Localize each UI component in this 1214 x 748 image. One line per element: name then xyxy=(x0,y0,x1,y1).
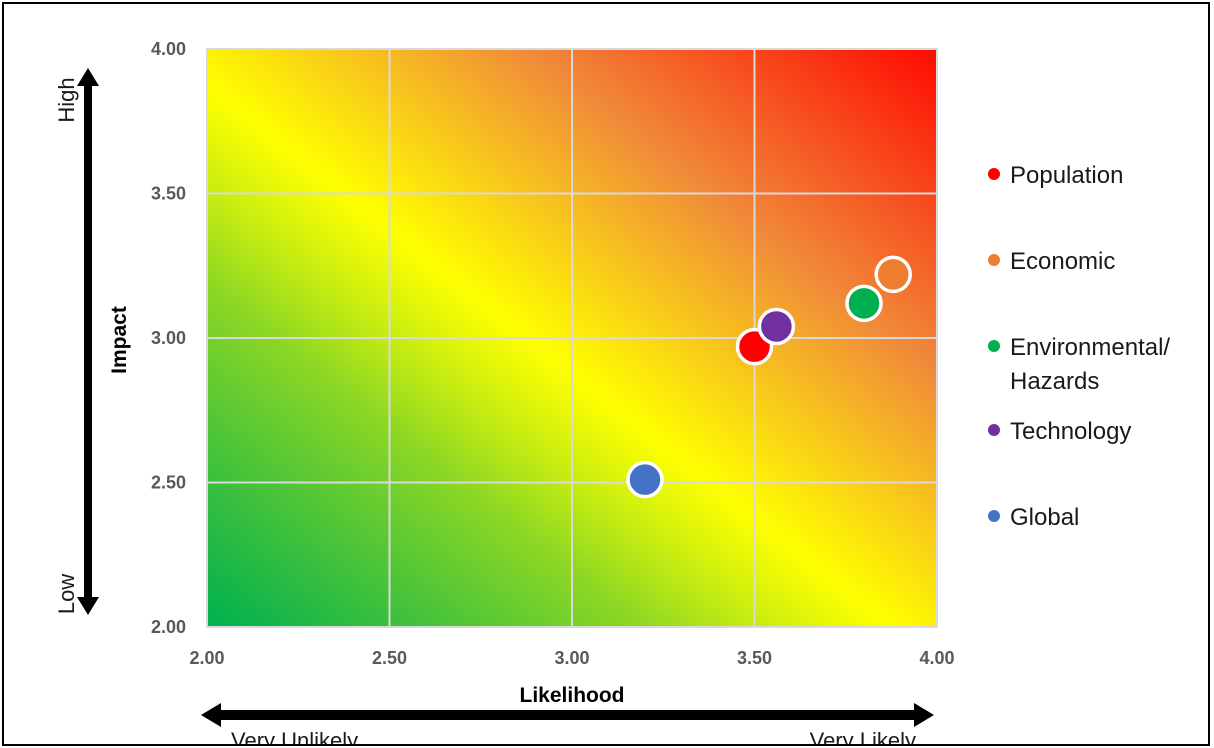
data-point-environmental-hazards xyxy=(845,284,883,323)
legend: Population Economic Environmental/Hazards T… xyxy=(988,162,1170,531)
x-tick-label: 3.00 xyxy=(554,648,589,668)
data-point-global xyxy=(626,460,664,499)
x-axis-high-label: Very Likely xyxy=(810,728,916,746)
x-axis-low-label: Very Unlikely xyxy=(231,728,358,746)
x-axis-title: Likelihood xyxy=(520,684,625,707)
y-tick-label: 4.00 xyxy=(151,39,186,59)
gridlines xyxy=(206,48,938,628)
plot-border xyxy=(206,48,938,628)
x-tick-label: 4.00 xyxy=(919,648,954,668)
x-tick-label: 2.50 xyxy=(372,648,407,668)
y-axis-title: Impact xyxy=(108,306,131,374)
legend-label-global: Global xyxy=(1010,504,1079,531)
legend-marker-global xyxy=(988,510,1000,522)
data-points xyxy=(626,255,912,499)
y-axis-arrow xyxy=(77,68,99,615)
y-axis-high-label: High xyxy=(54,77,79,122)
legend-marker-economic xyxy=(988,254,1000,266)
y-tick-label: 3.50 xyxy=(151,184,186,204)
legend-label-environmental-hazards: Hazards xyxy=(1010,368,1099,395)
x-tick-label: 2.00 xyxy=(189,648,224,668)
risk-matrix-chart: 2.00 2.50 3.00 3.50 4.00 2.00 2.50 3.00 3.50 4.0… xyxy=(54,39,1170,746)
x-tick-labels: 2.00 2.50 3.00 3.50 4.00 xyxy=(189,648,954,668)
legend-marker-technology xyxy=(988,424,1000,436)
legend-label-economic: Economic xyxy=(1010,248,1115,275)
y-tick-label: 3.00 xyxy=(151,328,186,348)
x-axis-arrow xyxy=(201,703,934,727)
legend-marker-population xyxy=(988,168,1000,180)
legend-marker-environmental-hazards xyxy=(988,340,1000,352)
legend-label-population: Population xyxy=(1010,162,1123,189)
data-point-technology xyxy=(757,307,796,346)
y-tick-labels: 2.00 2.50 3.00 3.50 4.00 xyxy=(151,39,186,637)
y-axis-low-label: Low xyxy=(54,574,79,614)
y-tick-label: 2.50 xyxy=(151,473,186,493)
data-point-economic xyxy=(874,255,912,294)
legend-label-environmental-hazards: Environmental/ xyxy=(1010,334,1170,361)
x-tick-label: 3.50 xyxy=(737,648,772,668)
legend-label-technology: Technology xyxy=(1010,418,1131,445)
y-tick-label: 2.00 xyxy=(151,617,186,637)
